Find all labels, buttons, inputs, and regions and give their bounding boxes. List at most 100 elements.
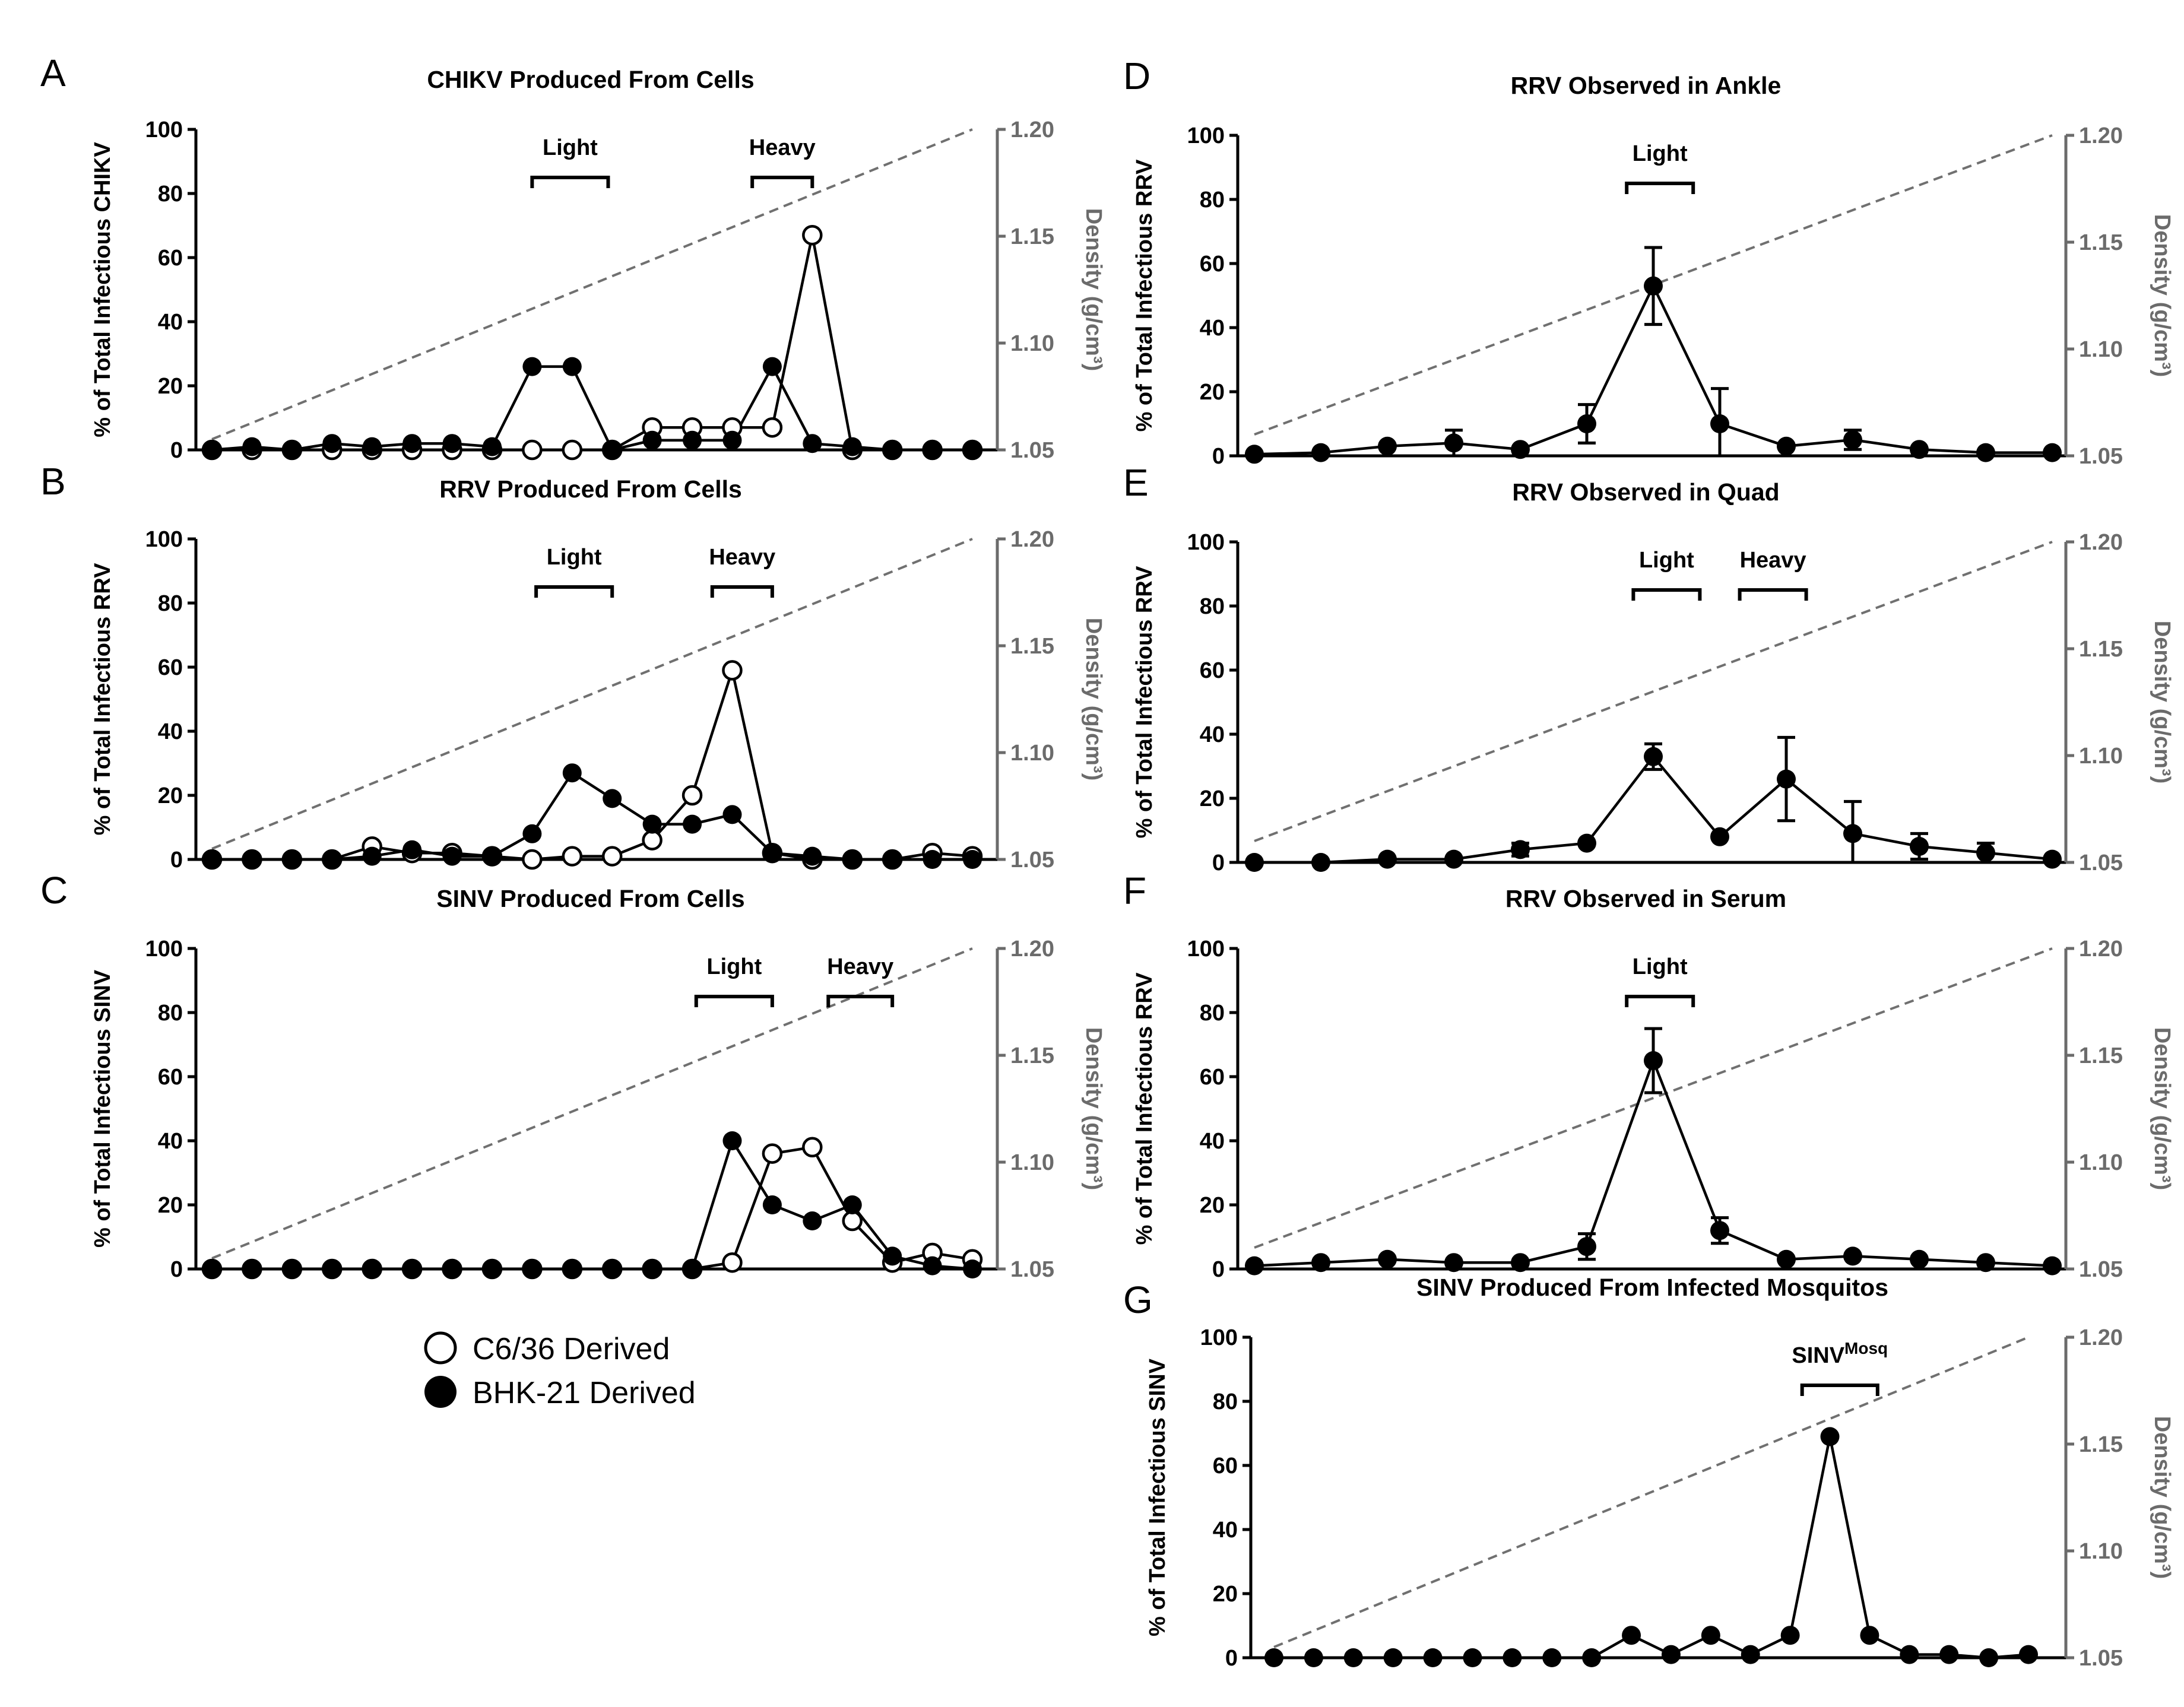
y2-tick-label: 1.10 <box>2079 1539 2123 1564</box>
fraction-bracket <box>694 995 774 1007</box>
panel-letter: B <box>40 460 66 503</box>
data-point-c636 <box>601 846 623 867</box>
y2-tick-label: 1.10 <box>1010 1150 1054 1175</box>
data-point-bhk21 <box>1577 1237 1596 1257</box>
y-tick-label: 20 <box>1213 1582 1238 1607</box>
data-point-bhk21 <box>362 437 382 456</box>
data-point-c636 <box>522 439 543 461</box>
data-point-bhk21 <box>1577 833 1596 853</box>
y-tick-label: 80 <box>158 1001 183 1026</box>
legend: C6/36 Derived BHK-21 Derived <box>424 1331 696 1410</box>
y2-tick-label: 1.20 <box>2079 1325 2123 1350</box>
y2-tick-label: 1.20 <box>2079 530 2123 555</box>
data-point-bhk21 <box>1820 1427 1840 1446</box>
y-tick-label: 80 <box>1213 1389 1238 1414</box>
y-axis-label: % of Total Infectious RRV <box>1132 566 1157 838</box>
data-point-bhk21 <box>1777 436 1796 456</box>
y2-tick-label: 1.15 <box>2079 637 2123 662</box>
y-tick-label: 60 <box>1200 658 1225 683</box>
data-point-bhk21 <box>1444 1253 1463 1273</box>
data-point-bhk21 <box>883 1246 902 1266</box>
fraction-bracket-label: Light <box>1633 141 1688 166</box>
data-point-c636 <box>722 1252 743 1273</box>
data-point-bhk21 <box>803 434 822 453</box>
fraction-bracket-label: SINVMosq <box>1792 1339 1888 1369</box>
data-point-bhk21 <box>2043 1256 2062 1276</box>
fraction-bracket <box>1631 588 1702 601</box>
panel-b: B RRV Produced From Cells 0 20 40 60 80 100 1.05… <box>40 460 1106 872</box>
fraction-bracket-label: Heavy <box>827 954 893 979</box>
data-point-bhk21 <box>1511 440 1530 459</box>
y-tick-label: 40 <box>1200 722 1225 747</box>
series-line-bhk21 <box>1254 754 2053 864</box>
y-tick-label: 20 <box>1200 1193 1225 1218</box>
data-point-bhk21 <box>1780 1626 1800 1645</box>
fraction-bracket-label: Heavy <box>749 135 816 160</box>
fraction-bracket-label: Heavy <box>1740 548 1806 573</box>
data-point-bhk21 <box>402 840 422 859</box>
data-point-bhk21 <box>1444 849 1463 869</box>
fraction-bracket-label: Light <box>1639 548 1694 573</box>
y2-axis-label: Density (g/cm³) <box>2150 1027 2175 1190</box>
data-point-bhk21 <box>1511 840 1530 859</box>
data-point-bhk21 <box>562 1259 582 1278</box>
data-point-bhk21 <box>803 846 822 866</box>
data-point-bhk21 <box>1976 843 1995 862</box>
y-tick-label: 0 <box>1212 851 1225 875</box>
y2-tick-label: 1.15 <box>2079 1432 2123 1457</box>
panels: A CHIKV Produced From Cells 0 20 40 60 80 100 1.… <box>40 52 2175 1671</box>
data-point-bhk21 <box>1511 1253 1530 1273</box>
data-point-bhk21 <box>1378 1249 1397 1269</box>
data-point-bhk21 <box>402 1259 422 1278</box>
y2-tick-label: 1.15 <box>1010 224 1054 249</box>
fraction-bracket <box>1625 182 1695 194</box>
data-point-c636 <box>681 785 703 806</box>
data-point-c636 <box>642 830 663 851</box>
y2-tick-label: 1.20 <box>2079 937 2123 962</box>
y2-tick-label: 1.05 <box>1010 848 1054 872</box>
data-point-bhk21 <box>282 440 302 459</box>
y-tick-label: 40 <box>158 719 183 744</box>
y2-tick-label: 1.05 <box>2079 1257 2123 1282</box>
data-point-bhk21 <box>1378 849 1397 869</box>
y-tick-label: 60 <box>158 655 183 680</box>
data-point-bhk21 <box>1644 276 1663 296</box>
y-tick-label: 80 <box>1200 594 1225 619</box>
data-point-bhk21 <box>482 437 502 456</box>
y2-axis-label: Density (g/cm³) <box>1081 1027 1106 1190</box>
data-point-bhk21 <box>762 1195 782 1214</box>
data-point-bhk21 <box>722 430 742 450</box>
fraction-bracket-label: Heavy <box>709 545 775 570</box>
data-point-bhk21 <box>1976 1253 1995 1273</box>
fraction-bracket <box>1800 1384 1879 1396</box>
data-point-bhk21 <box>2043 849 2062 869</box>
y-tick-label: 100 <box>1187 530 1225 555</box>
data-point-bhk21 <box>1582 1648 1602 1667</box>
data-point-c636 <box>762 1143 783 1164</box>
y-tick-label: 100 <box>1187 123 1225 148</box>
y2-tick-label: 1.10 <box>1010 331 1054 356</box>
y-tick-label: 60 <box>158 1065 183 1090</box>
data-point-c636 <box>802 1137 823 1158</box>
panel-letter: D <box>1123 55 1150 97</box>
y2-axis-label: Density (g/cm³) <box>1081 618 1106 780</box>
series-line-c636 <box>212 665 973 861</box>
data-point-bhk21 <box>362 1259 382 1278</box>
fraction-bracket <box>750 176 814 188</box>
y2-axis-label: Density (g/cm³) <box>2150 621 2175 783</box>
data-point-bhk21 <box>603 1259 622 1278</box>
data-point-bhk21 <box>923 440 942 459</box>
y2-tick-label: 1.05 <box>1010 1257 1054 1282</box>
y-tick-label: 0 <box>170 848 183 872</box>
data-point-bhk21 <box>322 850 342 869</box>
chart-title: CHIKV Produced From Cells <box>427 66 754 93</box>
panel-c: C SINV Produced From Cells 0 20 40 60 80 100 1.0… <box>40 869 1106 1282</box>
y-tick-label: 60 <box>1200 252 1225 277</box>
data-point-bhk21 <box>923 1256 942 1276</box>
data-point-bhk21 <box>1644 1051 1663 1070</box>
panel-letter: E <box>1123 461 1149 504</box>
data-point-bhk21 <box>1577 414 1596 433</box>
y-axis-label: % of Total Infectious RRV <box>90 563 115 835</box>
data-point-bhk21 <box>1383 1648 1403 1667</box>
y2-tick-label: 1.15 <box>1010 634 1054 659</box>
